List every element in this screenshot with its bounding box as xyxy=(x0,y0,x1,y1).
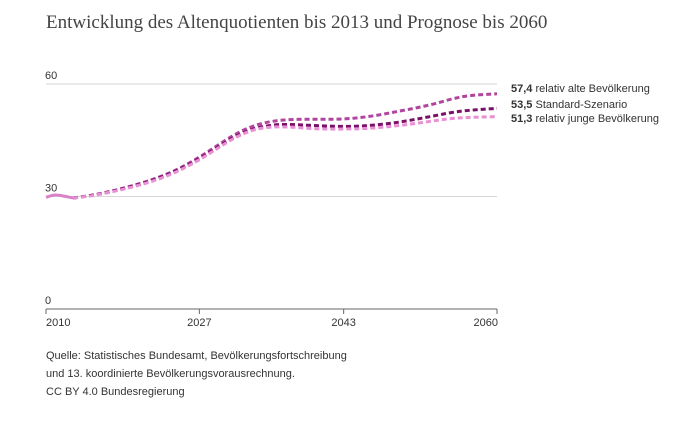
source-line-3: CC BY 4.0 Bundesregierung xyxy=(46,386,185,398)
y-tick-label-60: 60 xyxy=(45,70,57,82)
series-value-label: 53,5 xyxy=(511,99,532,111)
chart-title: Entwicklung des Altenquotienten bis 2013… xyxy=(46,12,548,33)
series-name-label: relativ alte Bevölkerung xyxy=(532,83,649,95)
x-tick-label-2043: 2043 xyxy=(331,317,355,329)
series-name-label: relativ junge Bevölkerung xyxy=(532,113,659,125)
series-name-label: Standard-Szenario xyxy=(532,99,627,111)
source-line-2: und 13. koordinierte Bevölkerungsvorausr… xyxy=(46,368,295,380)
series-line-1 xyxy=(72,92,498,200)
series-line-3 xyxy=(72,115,498,200)
x-tick-label-2010: 2010 xyxy=(46,317,70,329)
source-note: Quelle: Statistisches Bundesamt, Bevölke… xyxy=(46,347,347,401)
series-value-label: 51,3 xyxy=(511,113,532,125)
series-end-label-3: 51,3 relativ junge Bevölkerung xyxy=(511,113,659,125)
y-tick-label-30: 30 xyxy=(45,183,57,195)
series-line-historical xyxy=(45,193,74,200)
x-tick-label-2027: 2027 xyxy=(187,317,211,329)
y-tick-label-0: 0 xyxy=(45,295,51,307)
series-value-label: 57,4 xyxy=(511,83,533,95)
source-line-1: Quelle: Statistisches Bundesamt, Bevölke… xyxy=(46,350,347,362)
series-end-label-2: 53,5 Standard-Szenario xyxy=(511,99,627,111)
series-end-label-1: 57,4 relativ alte Bevölkerung xyxy=(511,83,650,95)
x-tick-label-2060: 2060 xyxy=(474,317,498,329)
